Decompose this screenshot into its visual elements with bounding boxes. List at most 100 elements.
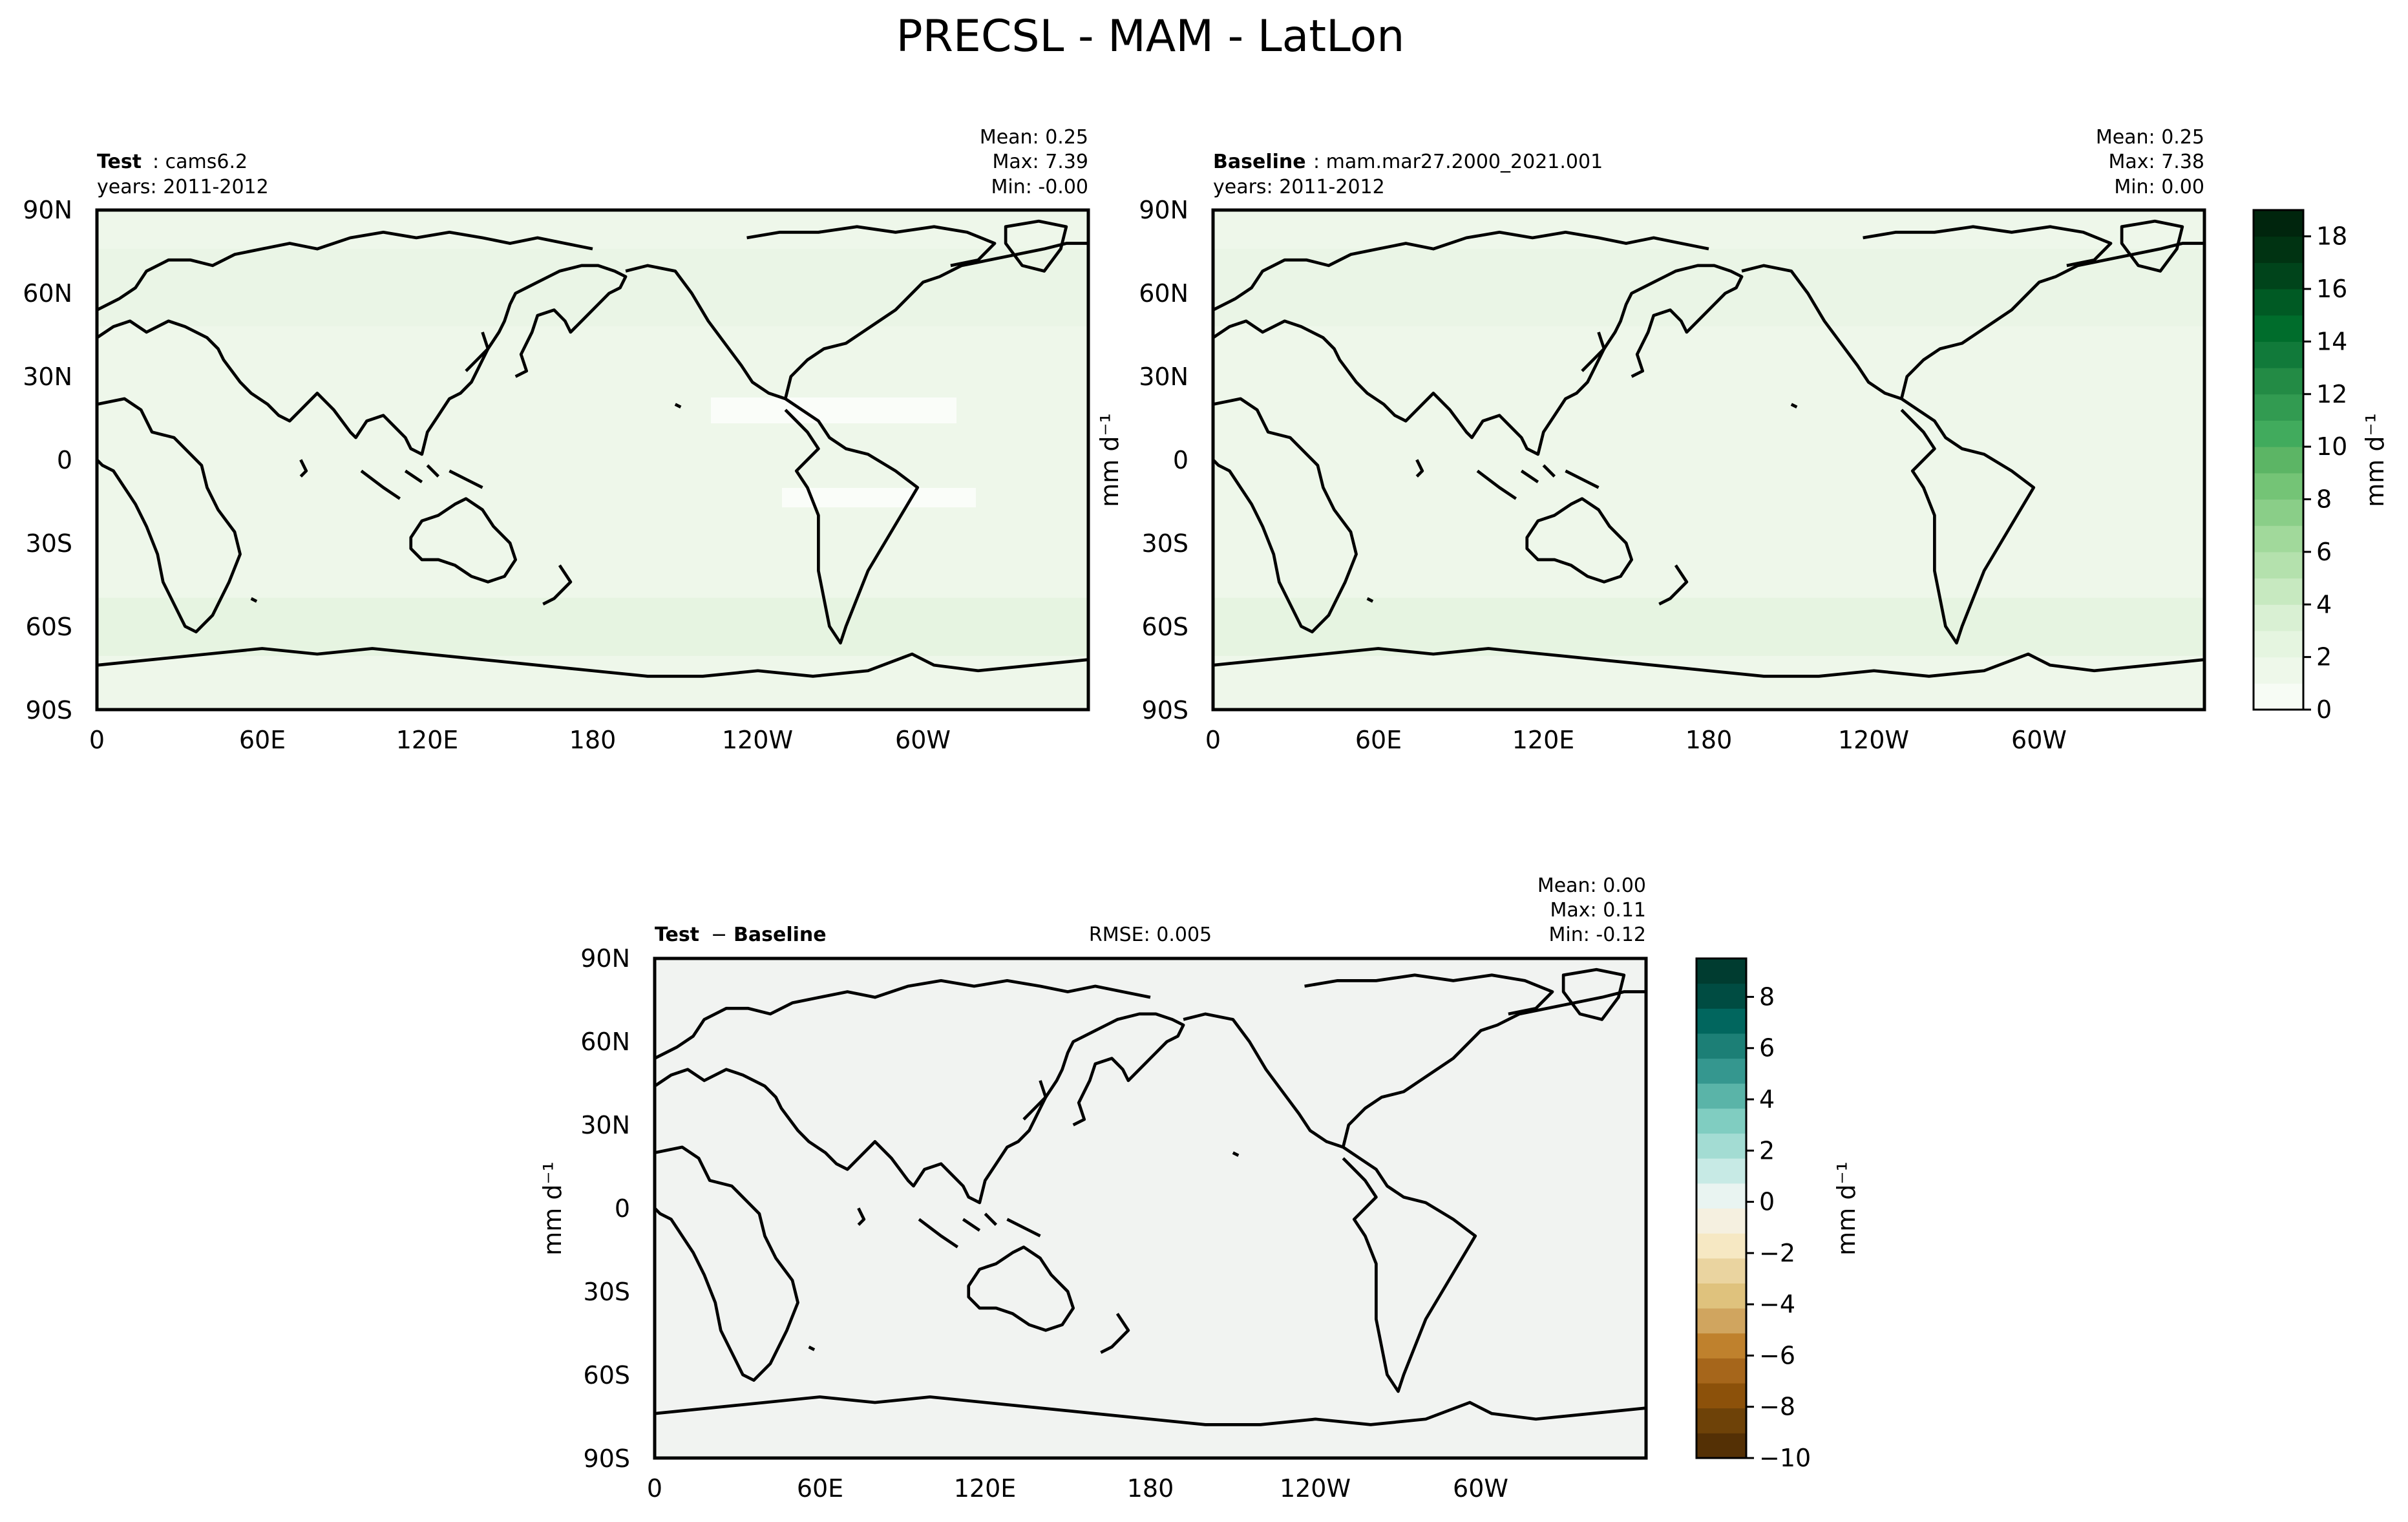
test-max: Max: 7.39	[993, 151, 1088, 173]
diff-lat-tick: 30N	[580, 1111, 630, 1139]
diff-lon-tick: 60W	[1453, 1474, 1508, 1503]
diff-rmse: RMSE: 0.005	[1089, 924, 1212, 946]
diff-lat-tick: 0	[615, 1194, 630, 1223]
diff-lon-tick: 180	[1127, 1474, 1174, 1503]
diff-lon-tick: 0	[647, 1474, 662, 1503]
colorbar-swatch	[2254, 578, 2303, 605]
diff-mean: Mean: 0.00	[1537, 874, 1646, 897]
test-north-band	[97, 249, 1088, 326]
colorbar-swatch	[1696, 1408, 1746, 1433]
main-colorbar-strips	[2254, 210, 2303, 710]
test-lon-tick: 0	[89, 726, 105, 754]
diff-map-frame	[653, 957, 1648, 1460]
baseline-panel: Baseline : mam.mar27.2000_2021.001 years…	[1139, 126, 2206, 754]
colorbar-tick-label: 4	[1759, 1085, 1775, 1114]
test-lon-axis: 0 60E 120E 180 120W 60W	[89, 726, 951, 754]
colorbar-swatch	[1696, 1258, 1746, 1284]
test-case-label: Test	[97, 151, 142, 173]
colorbar-swatch	[2254, 472, 2303, 500]
diff-baseline-label: Baseline	[734, 924, 827, 946]
test-units-label: mm d⁻¹	[1095, 413, 1124, 507]
test-panel: Test : cams6.2 years: 2011-2012 Mean: 0.…	[23, 126, 1124, 754]
test-lat-tick: 30S	[26, 529, 72, 558]
diff-lat-tick: 30S	[584, 1278, 630, 1306]
colorbar-swatch	[2254, 499, 2303, 526]
colorbar-swatch	[1696, 1108, 1746, 1134]
colorbar-swatch	[2254, 447, 2303, 474]
diff-lon-tick: 60E	[797, 1474, 843, 1503]
diff-colorbar-ticks: 8 6 4 2 0 −2 −4 −6 −8 −10	[1746, 982, 1811, 1472]
colorbar-swatch	[1696, 1133, 1746, 1159]
colorbar-swatch	[1696, 1058, 1746, 1084]
colorbar-swatch	[1696, 1158, 1746, 1184]
diff-colorbar-strips	[1696, 958, 1746, 1459]
baseline-lat-tick: 0	[1173, 446, 1188, 474]
colorbar-tick-label: −4	[1759, 1290, 1795, 1318]
baseline-years: years: 2011-2012	[1213, 176, 1385, 198]
colorbar-tick-label: 0	[1759, 1188, 1775, 1216]
colorbar-swatch	[2254, 525, 2303, 553]
colorbar-swatch	[2254, 289, 2303, 316]
colorbar-swatch	[2254, 604, 2303, 631]
test-lon-tick: 60W	[895, 726, 951, 754]
baseline-storm-track-band	[1213, 598, 2204, 656]
colorbar-swatch	[2254, 551, 2303, 579]
diff-lon-tick: 120E	[954, 1474, 1017, 1503]
diff-lat-axis: 90N 60N 30N 0 30S 60S 90S	[580, 944, 630, 1473]
test-years: years: 2011-2012	[97, 176, 269, 198]
diff-lat-tick: 90S	[584, 1444, 630, 1473]
colorbar-tick-label: −10	[1759, 1444, 1811, 1472]
colorbar-tick-label: 8	[2316, 485, 2332, 514]
test-lat-tick: 90S	[26, 696, 72, 724]
colorbar-tick-label: 0	[2316, 695, 2332, 724]
diff-lat-tick: 90N	[580, 944, 630, 973]
diff-colorbar-units: mm d⁻¹	[1832, 1161, 1861, 1256]
diff-lat-tick: 60N	[580, 1028, 630, 1056]
colorbar-tick-label: −6	[1759, 1341, 1795, 1369]
baseline-case-label: Baseline	[1213, 151, 1306, 173]
test-storm-track-band	[97, 598, 1088, 656]
main-colorbar-ticks: 0 2 4 6 8 10 12 14 16 18	[2303, 222, 2347, 724]
colorbar-tick-label: −8	[1759, 1393, 1795, 1421]
colorbar-tick-label: 16	[2316, 275, 2347, 303]
diff-colorbar-frame	[1695, 957, 1748, 1459]
baseline-lat-tick: 60S	[1142, 613, 1188, 641]
test-case-name: : cams6.2	[153, 151, 248, 173]
diff-field	[655, 958, 1646, 1458]
colorbar-tick-label: 6	[2316, 538, 2332, 566]
main-colorbar-units: mm d⁻¹	[2361, 413, 2389, 507]
baseline-lon-tick: 120E	[1512, 726, 1575, 754]
colorbar-swatch	[2254, 315, 2303, 342]
baseline-lon-tick: 60E	[1355, 726, 1402, 754]
main-colorbar: 0 2 4 6 8 10 12 14 16 18 mm d⁻¹	[2252, 209, 2389, 724]
colorbar-swatch	[2254, 341, 2303, 368]
test-lat-tick: 60S	[26, 613, 72, 641]
colorbar-swatch	[2254, 420, 2303, 447]
diff-test-label: Test	[655, 924, 699, 946]
colorbar-tick-label: −2	[1759, 1239, 1795, 1267]
baseline-lat-tick: 30S	[1142, 529, 1188, 558]
test-lon-tick: 180	[569, 726, 617, 754]
colorbar-tick-label: 12	[2316, 380, 2347, 408]
baseline-mean: Mean: 0.25	[2096, 126, 2204, 149]
baseline-lat-tick: 90N	[1139, 196, 1188, 224]
colorbar-swatch	[2254, 394, 2303, 421]
main-colorbar-frame	[2252, 209, 2305, 711]
test-map-frame	[95, 208, 1090, 712]
diff-operator: −	[711, 924, 727, 946]
diff-lat-tick: 60S	[584, 1361, 630, 1390]
diff-lon-axis: 0 60E 120E 180 120W 60W	[647, 1474, 1508, 1503]
colorbar-tick-label: 6	[1759, 1034, 1775, 1062]
baseline-lat-axis: 90N 60N 30N 0 30S 60S 90S	[1139, 196, 1188, 724]
baseline-min: Min: 0.00	[2114, 176, 2204, 198]
colorbar-tick-label: 4	[2316, 590, 2332, 618]
baseline-lon-tick: 60W	[2011, 726, 2067, 754]
colorbar-swatch	[2254, 368, 2303, 395]
colorbar-swatch	[1696, 1433, 1746, 1459]
colorbar-swatch	[1696, 1183, 1746, 1209]
diff-lon-tick: 120W	[1280, 1474, 1351, 1503]
colorbar-swatch	[2254, 683, 2303, 710]
colorbar-swatch	[1696, 1033, 1746, 1059]
baseline-lat-tick: 30N	[1139, 363, 1188, 391]
